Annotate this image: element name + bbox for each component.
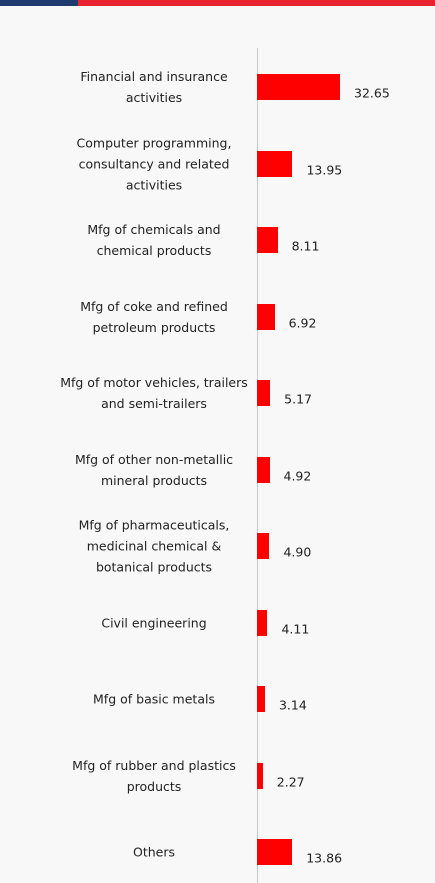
value-label: 6.92 xyxy=(288,315,317,330)
category-label: Mfg of motor vehicles, trailers and semi… xyxy=(60,375,248,411)
value-label: 3.14 xyxy=(278,697,307,713)
category-label: Computer programming, consultancy and re… xyxy=(76,135,232,192)
value-label: 4.92 xyxy=(283,468,312,483)
bar xyxy=(257,227,278,253)
bar xyxy=(257,303,275,330)
bar xyxy=(257,533,270,559)
bar xyxy=(257,150,293,177)
value-label: 13.86 xyxy=(306,850,343,866)
category-label: Mfg of other non-metallic mineral produc… xyxy=(74,451,234,488)
category-label: Others xyxy=(132,844,175,860)
category-label: Civil engineering xyxy=(101,615,207,630)
header-accent xyxy=(78,0,435,6)
category-label: Mfg of pharmaceuticals, medicinal chemic… xyxy=(78,517,230,575)
category-label: Mfg of coke and refined petroleum produc… xyxy=(80,298,228,335)
bar xyxy=(257,456,270,483)
bar xyxy=(257,762,263,789)
value-label: 4.11 xyxy=(281,621,310,636)
category-label: Mfg of basic metals xyxy=(93,691,215,707)
value-label: 4.90 xyxy=(283,544,312,560)
bar xyxy=(257,380,271,406)
bar xyxy=(257,839,293,865)
category-label: Mfg of rubber and plastics products xyxy=(72,757,236,794)
bar xyxy=(257,686,265,712)
value-label: 13.95 xyxy=(306,162,343,177)
value-label: 32.65 xyxy=(354,85,390,101)
value-label: 8.11 xyxy=(291,238,320,254)
category-label: Mfg of chemicals and chemical products xyxy=(87,222,221,258)
value-label: 2.27 xyxy=(276,774,305,789)
bar xyxy=(257,609,268,636)
value-label: 5.17 xyxy=(284,391,312,407)
category-label: Financial and insurance activities xyxy=(80,69,228,105)
header-accent xyxy=(0,0,78,6)
bar xyxy=(257,74,341,100)
